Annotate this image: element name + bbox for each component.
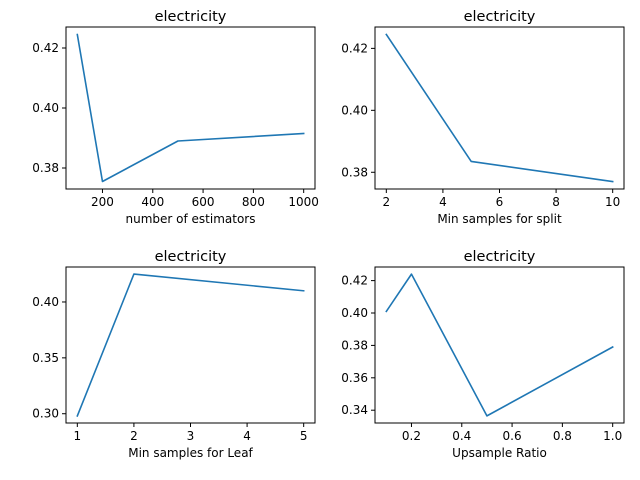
x-tick-label: 8 [552, 195, 560, 209]
x-tick-label: 2 [130, 429, 138, 443]
y-tick-label: 0.38 [341, 165, 368, 179]
y-tick-label: 0.40 [341, 103, 368, 117]
series-line [76, 33, 305, 183]
subplot-2: 2 4 6 8 10 0.38 0.40 0.42 electricity Min samples… [341, 9, 625, 226]
y-tick-label: 0.30 [32, 407, 59, 421]
x-axis-label: Min samples for split [437, 212, 562, 226]
x-tick-label: 0.6 [503, 429, 522, 443]
x-tick-label: 4 [243, 429, 251, 443]
y-tick-label: 0.40 [32, 101, 59, 115]
x-axis-label: Upsample Ratio [452, 446, 547, 460]
y-tick-label: 0.34 [341, 403, 368, 417]
x-tick-label: 3 [187, 429, 195, 443]
x-tick-label: 0.8 [553, 429, 572, 443]
y-tick-label: 0.38 [341, 338, 368, 352]
series-line [76, 273, 305, 417]
x-tick-label: 5 [300, 429, 308, 443]
subplot-title: electricity [464, 249, 536, 265]
x-tick-label: 6 [496, 195, 504, 209]
x-tick-label: 1 [73, 429, 81, 443]
x-axis-label: number of estimators [126, 212, 256, 226]
x-tick-label: 200 [91, 195, 114, 209]
y-tick-label: 0.42 [32, 41, 59, 55]
y-tick-label: 0.42 [341, 41, 368, 55]
x-axis-label: Min samples for Leaf [128, 446, 253, 460]
subplot-title: electricity [464, 9, 536, 25]
y-tick-label: 0.38 [32, 161, 59, 175]
y-tick-label: 0.40 [341, 306, 368, 320]
y-tick-label: 0.36 [341, 371, 368, 385]
series-line [385, 273, 614, 417]
x-tick-label: 0.4 [452, 429, 471, 443]
subplot-title: electricity [155, 9, 227, 25]
y-tick-label: 0.40 [32, 295, 59, 309]
x-tick-label: 600 [192, 195, 215, 209]
series-line [385, 33, 614, 183]
x-tick-label: 1.0 [603, 429, 622, 443]
subplot-3: 1 2 3 4 5 0.30 0.35 0.40 electricity Min samples … [32, 249, 316, 460]
subplot-4: 0.2 0.4 0.6 0.8 1.0 0.34 0.36 0.38 0.40 0.42 elect… [341, 249, 625, 460]
x-tick-label: 400 [141, 195, 164, 209]
x-tick-label: 10 [605, 195, 620, 209]
y-tick-label: 0.35 [32, 351, 59, 365]
x-tick-label: 1000 [288, 195, 319, 209]
subplot-title: electricity [155, 249, 227, 265]
x-tick-label: 800 [242, 195, 265, 209]
y-tick-label: 0.42 [341, 274, 368, 288]
x-tick-label: 4 [439, 195, 447, 209]
x-tick-label: 2 [382, 195, 390, 209]
x-tick-label: 0.2 [402, 429, 421, 443]
subplot-1: 200 400 600 800 1000 0.38 0.40 0.42 electricity n… [32, 9, 319, 226]
